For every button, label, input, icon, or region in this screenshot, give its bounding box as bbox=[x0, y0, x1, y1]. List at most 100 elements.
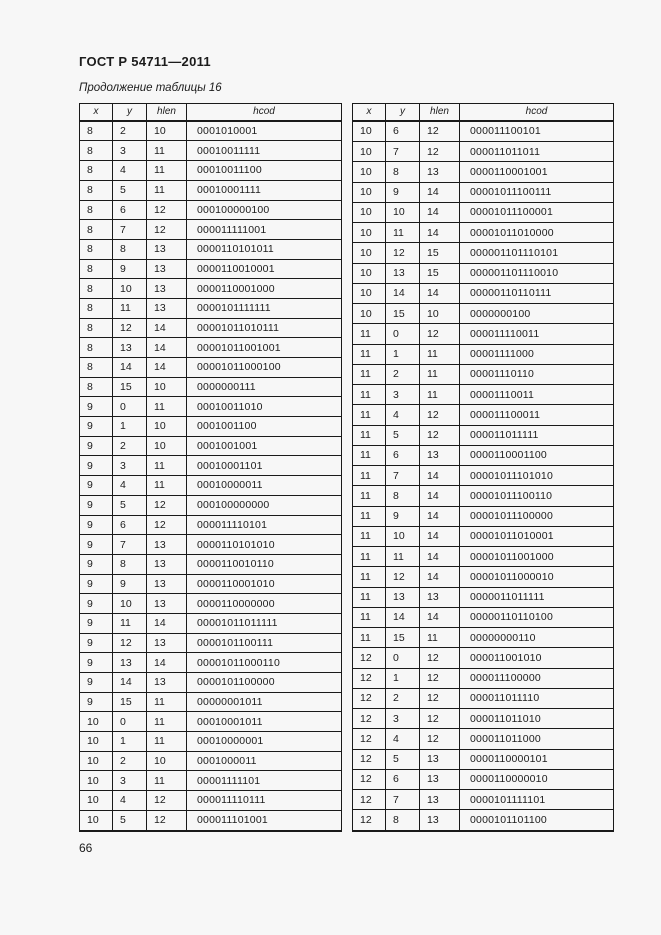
cell-y: 9 bbox=[112, 573, 147, 595]
cell-hcod: 000001101110101 bbox=[459, 242, 614, 264]
cell-y: 2 bbox=[385, 363, 420, 386]
cell-y: 13 bbox=[385, 586, 420, 608]
cell-hcod: 0000101111111 bbox=[186, 297, 342, 319]
cell-x: 10 bbox=[352, 119, 386, 143]
cell-hlen: 14 bbox=[419, 505, 460, 527]
cell-hcod: 00001011100000 bbox=[459, 505, 614, 527]
cell-hcod: 0000110001001 bbox=[459, 161, 614, 183]
cell-y: 14 bbox=[385, 606, 420, 629]
header-row: x y hlen hcod bbox=[79, 103, 342, 122]
cell-y: 14 bbox=[112, 672, 147, 693]
cell-hcod: 0000101100000 bbox=[186, 672, 342, 693]
cell-hcod: 00001011101010 bbox=[459, 465, 614, 487]
table-row: 8 2 10 0001010001 bbox=[79, 119, 342, 142]
cell-hlen: 13 bbox=[146, 672, 187, 693]
cell-x: 11 bbox=[352, 343, 386, 365]
cell-hcod: 000100000000 bbox=[186, 494, 342, 516]
cell-hcod: 00010000001 bbox=[186, 731, 342, 752]
cell-hcod: 0000101101100 bbox=[459, 809, 614, 832]
cell-hlen: 12 bbox=[146, 809, 187, 832]
cell-hcod: 000011011011 bbox=[459, 141, 614, 163]
cell-y: 6 bbox=[112, 514, 147, 536]
table-row: 11 6 13 0000110001100 bbox=[352, 444, 614, 467]
cell-hcod: 00001011100110 bbox=[459, 485, 614, 507]
table-row: 10 2 10 0001000011 bbox=[79, 750, 342, 772]
cell-y: 5 bbox=[112, 494, 147, 516]
cell-hcod: 0000011011111 bbox=[459, 586, 614, 608]
cell-y: 7 bbox=[385, 141, 420, 163]
column-header-hcod: hcod bbox=[459, 103, 614, 122]
cell-hcod: 000011011111 bbox=[459, 424, 614, 446]
cell-y: 4 bbox=[385, 728, 420, 750]
cell-hlen: 13 bbox=[146, 553, 187, 575]
cell-y: 7 bbox=[112, 219, 147, 240]
cell-hcod: 000011011110 bbox=[459, 687, 614, 710]
cell-y: 6 bbox=[112, 199, 147, 221]
cell-hlen: 13 bbox=[419, 809, 460, 832]
cell-hlen: 14 bbox=[419, 546, 460, 568]
cell-y: 6 bbox=[385, 444, 420, 467]
cell-y: 1 bbox=[112, 416, 147, 437]
table-row: 12 7 13 0000101111101 bbox=[352, 789, 614, 811]
cell-x: 12 bbox=[352, 768, 386, 791]
table-row: 10 7 12 000011011011 bbox=[352, 141, 614, 163]
cell-hlen: 10 bbox=[419, 303, 460, 325]
table-row: 9 9 13 0000110001010 bbox=[79, 573, 342, 595]
cell-x: 12 bbox=[352, 708, 386, 730]
table-row: 9 13 14 00001011000110 bbox=[79, 652, 342, 673]
cell-y: 8 bbox=[385, 161, 420, 183]
cell-y: 14 bbox=[112, 357, 147, 378]
cell-x: 8 bbox=[79, 258, 113, 280]
cell-x: 12 bbox=[352, 687, 386, 710]
table-row: 12 8 13 0000101101100 bbox=[352, 809, 614, 832]
cell-y: 1 bbox=[112, 731, 147, 752]
cell-y: 4 bbox=[112, 790, 147, 811]
cell-y: 13 bbox=[112, 337, 147, 358]
cell-x: 10 bbox=[79, 809, 113, 832]
cell-y: 6 bbox=[385, 768, 420, 791]
cell-x: 11 bbox=[352, 465, 386, 487]
cell-hlen: 13 bbox=[146, 534, 187, 555]
cell-y: 9 bbox=[112, 258, 147, 280]
cell-x: 11 bbox=[352, 384, 386, 406]
code-table-left: x y hlen hcod 8 2 10 0001010001 8 3 11 00010011… bbox=[79, 103, 342, 832]
table-row: 9 11 14 00001011011111 bbox=[79, 612, 342, 634]
cell-hlen: 11 bbox=[146, 455, 187, 477]
cell-y: 4 bbox=[385, 404, 420, 426]
cell-hcod: 0000110001100 bbox=[459, 444, 614, 467]
cell-hlen: 11 bbox=[419, 343, 460, 365]
cell-hcod: 00001110110 bbox=[459, 363, 614, 386]
table-row: 8 10 13 0000110001000 bbox=[79, 278, 342, 299]
cell-x: 10 bbox=[352, 222, 386, 244]
cell-x: 8 bbox=[79, 238, 113, 260]
table-row: 9 3 11 00010001101 bbox=[79, 455, 342, 477]
cell-hcod: 00001011001000 bbox=[459, 546, 614, 568]
cell-y: 14 bbox=[385, 282, 420, 305]
cell-x: 11 bbox=[352, 404, 386, 426]
column-header-hlen: hlen bbox=[146, 103, 187, 122]
cell-hlen: 10 bbox=[146, 119, 187, 142]
cell-x: 8 bbox=[79, 119, 113, 142]
cell-y: 0 bbox=[112, 711, 147, 733]
cell-x: 9 bbox=[79, 435, 113, 457]
cell-hlen: 14 bbox=[419, 201, 460, 224]
cell-x: 11 bbox=[352, 606, 386, 629]
cell-hlen: 12 bbox=[146, 219, 187, 240]
cell-y: 10 bbox=[385, 201, 420, 224]
cell-hcod: 0000110010110 bbox=[186, 553, 342, 575]
cell-y: 3 bbox=[112, 140, 147, 162]
cell-x: 9 bbox=[79, 475, 113, 496]
cell-x: 9 bbox=[79, 672, 113, 693]
table-row: 8 7 12 000011111001 bbox=[79, 219, 342, 240]
cell-x: 11 bbox=[352, 424, 386, 446]
table-row: 9 15 11 00000001011 bbox=[79, 691, 342, 713]
cell-hlen: 14 bbox=[419, 566, 460, 588]
table-row: 10 14 14 00000110110111 bbox=[352, 282, 614, 305]
cell-x: 11 bbox=[352, 566, 386, 588]
table-row: 9 4 11 00010000011 bbox=[79, 475, 342, 496]
cell-y: 11 bbox=[385, 546, 420, 568]
cell-x: 10 bbox=[79, 790, 113, 811]
cell-y: 10 bbox=[385, 525, 420, 548]
table-row: 10 13 15 000001101110010 bbox=[352, 262, 614, 284]
cell-y: 5 bbox=[385, 424, 420, 446]
